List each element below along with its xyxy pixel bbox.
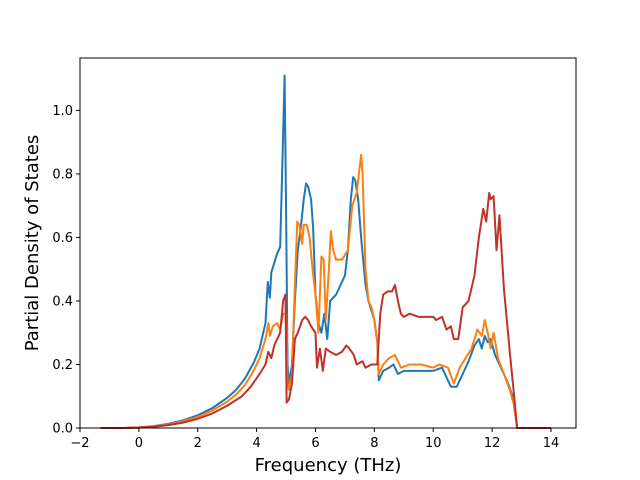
y-tick-label: 0.6 bbox=[52, 231, 73, 246]
y-tick-label: 0.4 bbox=[52, 294, 73, 309]
y-tick-label: 0.2 bbox=[52, 358, 73, 373]
x-tick-label: 10 bbox=[425, 436, 442, 451]
x-tick-label: 2 bbox=[194, 436, 202, 451]
series-line-2 bbox=[100, 153, 551, 429]
plot-frame bbox=[79, 57, 577, 429]
x-tick-label: 4 bbox=[252, 436, 260, 451]
x-tick-label: 6 bbox=[311, 436, 319, 451]
x-tick-label: −2 bbox=[70, 436, 89, 451]
y-tick-label: 0.0 bbox=[52, 422, 73, 437]
x-axis-label: Frequency (THz) bbox=[255, 455, 402, 476]
x-axis: −2 0 2 4 6 8 10 12 14 bbox=[70, 428, 559, 451]
x-tick-label: 0 bbox=[135, 436, 143, 451]
x-tick-label: 12 bbox=[484, 436, 501, 451]
x-tick-label: 14 bbox=[543, 436, 560, 451]
x-tick-label: 8 bbox=[370, 436, 378, 451]
series-line-3 bbox=[100, 191, 551, 429]
series-layer bbox=[100, 74, 551, 429]
y-tick-label: 0.8 bbox=[52, 167, 73, 182]
y-axis-label: Partial Density of States bbox=[22, 135, 43, 352]
y-axis: 0.0 0.2 0.4 0.6 0.8 1.0 bbox=[52, 104, 80, 437]
y-tick-label: 1.0 bbox=[52, 104, 73, 119]
series-line-1 bbox=[100, 74, 551, 429]
